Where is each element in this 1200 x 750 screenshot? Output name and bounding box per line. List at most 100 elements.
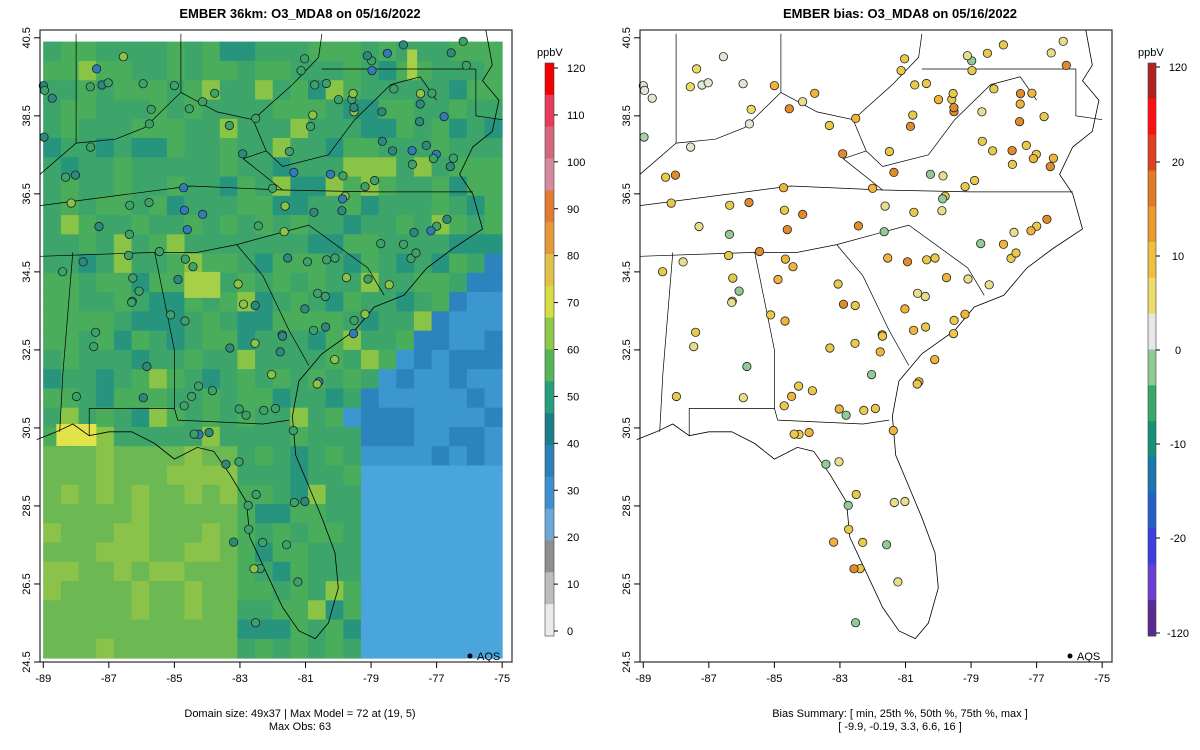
bias-site-marker bbox=[724, 250, 734, 261]
model-grid-cell bbox=[466, 253, 486, 274]
model-grid-cell bbox=[413, 465, 433, 486]
observation-site-marker bbox=[198, 209, 208, 219]
observation-site-marker bbox=[71, 391, 82, 402]
bias-site-marker bbox=[782, 225, 792, 235]
model-grid-cell bbox=[449, 80, 468, 100]
bias-site-marker bbox=[977, 107, 987, 117]
model-grid-cell bbox=[343, 523, 362, 544]
bias-map: -89 -87 -85 -83 -81 -79 -77 -75 24.5 26.5 28.5 30.5… bbox=[621, 27, 1189, 685]
model-grid-cell bbox=[43, 138, 62, 158]
observation-site-marker bbox=[250, 300, 260, 311]
model-grid-cell bbox=[237, 99, 256, 120]
model-grid-cell bbox=[184, 330, 203, 351]
model-grid-cell bbox=[413, 484, 433, 505]
model-grid-cell bbox=[431, 195, 450, 216]
bias-site-marker bbox=[671, 391, 682, 402]
model-grid-cell bbox=[202, 330, 221, 351]
model-grid-cell bbox=[360, 561, 380, 582]
model-grid-cell bbox=[131, 60, 150, 81]
model-grid bbox=[43, 41, 503, 659]
colorbar-tick-label: -10 bbox=[1170, 439, 1186, 451]
model-grid-cell bbox=[78, 272, 97, 293]
observation-site-marker bbox=[348, 88, 358, 99]
bias-site-marker bbox=[976, 239, 986, 249]
observation-site-marker bbox=[188, 262, 198, 272]
model-grid-cell bbox=[484, 349, 503, 370]
model-grid-cell bbox=[166, 484, 185, 505]
model-grid-cell bbox=[325, 484, 344, 505]
observation-site-marker bbox=[57, 267, 68, 277]
bias-site-marker bbox=[754, 246, 765, 257]
model-grid-cell bbox=[166, 118, 185, 139]
bias-site-marker bbox=[998, 239, 1009, 249]
bias-site-marker bbox=[930, 253, 940, 263]
model-grid-cell bbox=[396, 311, 415, 332]
model-grid-cell bbox=[78, 99, 97, 120]
model-grid-cell bbox=[290, 253, 309, 274]
model-grid-cell bbox=[149, 157, 168, 178]
model-grid-cell bbox=[43, 542, 62, 563]
model-grid-cell bbox=[131, 446, 150, 466]
colorbar-segment bbox=[1148, 492, 1156, 530]
model-grid-cell bbox=[466, 619, 486, 640]
model-grid-cell bbox=[290, 195, 309, 216]
model-grid-cell bbox=[113, 195, 133, 216]
bias-site-marker bbox=[922, 255, 932, 265]
observation-site-marker bbox=[308, 325, 319, 335]
model-grid-cell bbox=[184, 504, 203, 524]
model-grid-cell bbox=[255, 176, 274, 197]
bias-site-marker bbox=[657, 267, 668, 277]
model-grid-cell bbox=[78, 446, 97, 466]
model-grid-cell bbox=[43, 292, 62, 312]
bias-site-marker bbox=[884, 146, 894, 157]
model-grid-cell bbox=[131, 176, 150, 197]
bias-site-marker bbox=[798, 209, 808, 219]
model-grid-cell bbox=[202, 195, 221, 216]
model-grid-cell bbox=[360, 638, 380, 659]
bias-site-marker bbox=[784, 104, 794, 114]
model-grid-cell bbox=[184, 542, 203, 563]
model-grid-cell bbox=[360, 446, 380, 466]
model-grid-cell bbox=[78, 504, 97, 524]
model-grid-cell bbox=[255, 484, 274, 505]
model-grid-cell bbox=[484, 99, 503, 120]
observation-site-marker bbox=[445, 162, 455, 172]
model-grid-cell bbox=[290, 330, 309, 351]
model-grid-cell bbox=[360, 118, 380, 139]
bias-site-marker bbox=[1045, 162, 1055, 172]
model-grid-cell bbox=[184, 60, 203, 81]
model-grid-cell bbox=[449, 388, 468, 409]
colorbar-segment bbox=[545, 317, 554, 350]
model-grid-cell bbox=[202, 638, 221, 659]
model-grid-cell bbox=[131, 330, 150, 351]
observation-site-marker bbox=[85, 82, 95, 92]
bias-site-marker bbox=[908, 325, 919, 335]
model-grid-cell bbox=[202, 41, 221, 62]
colorbar-unit: ppbV bbox=[537, 47, 563, 59]
model-grid-cell bbox=[290, 80, 309, 100]
model-grid-cell bbox=[413, 349, 433, 370]
model-grid-cell bbox=[113, 581, 133, 601]
model-grid-cell bbox=[237, 195, 256, 216]
model-grid-cell bbox=[449, 561, 468, 582]
model-grid-cell bbox=[96, 330, 115, 351]
bias-site-marker bbox=[780, 254, 790, 264]
model-grid-cell bbox=[255, 60, 274, 81]
model-grid-cell bbox=[166, 176, 185, 197]
model-grid-cell bbox=[43, 99, 62, 120]
model-grid-cell bbox=[360, 253, 380, 274]
model-grid-cell bbox=[449, 118, 468, 139]
observation-site-marker bbox=[173, 274, 183, 285]
model-grid-cell bbox=[343, 465, 362, 486]
model-grid-cell bbox=[113, 292, 133, 312]
model-grid-cell bbox=[484, 253, 503, 274]
model-grid-cell bbox=[378, 446, 397, 466]
model-grid-cell bbox=[96, 292, 115, 312]
model-grid-cell bbox=[466, 215, 486, 235]
model-grid-cell bbox=[219, 60, 238, 81]
model-grid-cell bbox=[325, 330, 344, 351]
model-grid-cell bbox=[396, 619, 415, 640]
observation-site-marker bbox=[439, 112, 449, 122]
model-grid-cell bbox=[255, 292, 274, 312]
model-grid-cell bbox=[237, 465, 256, 486]
